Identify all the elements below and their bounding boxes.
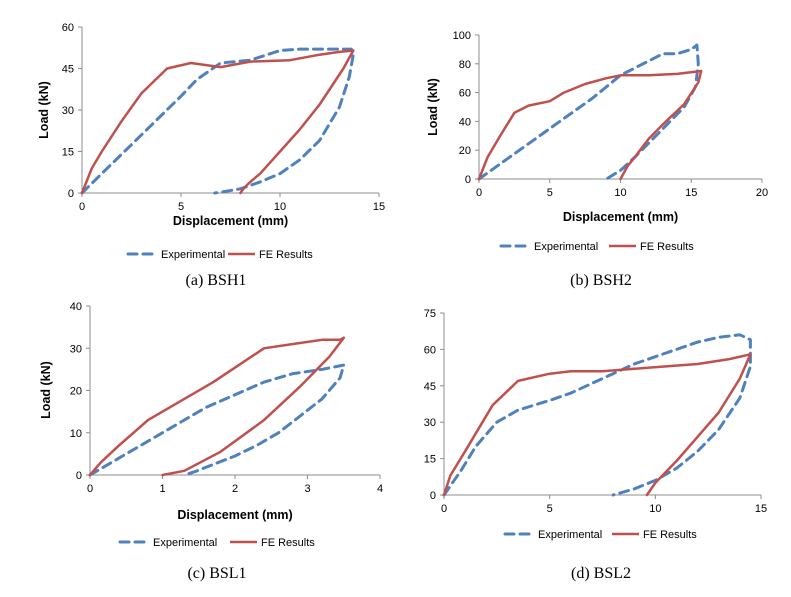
panel-3-x-tick-label: 1 (159, 483, 165, 495)
panel-4-y-tick-label: 0 (430, 490, 436, 502)
panel-1-y-tick-label: 15 (62, 147, 74, 159)
panel-4-x-tick-label: 15 (755, 503, 767, 515)
panel-1-y-tick-label: 60 (62, 22, 74, 34)
panel-1-y-tick-label: 30 (62, 105, 74, 117)
panel-1-series-experimental-line (80, 47, 355, 195)
panel-2-legend-fe-results-label: FE Results (640, 241, 694, 253)
panel-1-x-axis-label: Displacement (mm) (173, 214, 288, 228)
panel-1-x-tick-label: 15 (373, 201, 385, 213)
panel-1-series-fe-results-line (80, 49, 355, 195)
panel-2-series-fe-results-line (477, 69, 703, 181)
panel-3-series-experimental-line (88, 363, 346, 477)
panel-2-y-tick-label: 100 (453, 30, 471, 42)
panel-2-x-axis-label: Displacement (mm) (563, 210, 678, 224)
panel-4-y-tick-label: 45 (424, 381, 436, 393)
panel-4-legend-fe-results-label: FE Results (643, 529, 697, 541)
panel-4-series-experimental-line (442, 333, 752, 497)
panel-3-series-fe-results-line (88, 336, 346, 477)
panel-3-y-tick-label: 30 (70, 343, 82, 355)
panel-2-y-tick-label: 60 (459, 88, 471, 100)
panel-3-x-tick-label: 3 (304, 483, 310, 495)
panel-3-y-tick-label: 20 (70, 386, 82, 398)
panel-4-x-tick-label: 10 (649, 503, 661, 515)
panel-3-y-tick-label: 10 (70, 428, 82, 440)
panel-4-y-tick-label: 60 (424, 344, 436, 356)
panel-1-legend-fe-results-label: FE Results (259, 249, 313, 261)
panel-1-x-tick-label: 5 (178, 201, 184, 213)
panel-4-y-tick-label: 75 (424, 308, 436, 320)
panel-4-x-tick-label: 0 (441, 503, 447, 515)
panel-2-x-tick-label: 10 (614, 187, 626, 199)
panel-3-legend-experimental-label: Experimental (153, 537, 217, 549)
panel-2-caption: (b) BSH2 (570, 272, 632, 289)
panel-2-x-tick-label: 15 (685, 187, 697, 199)
panel-3-x-tick-label: 0 (87, 483, 93, 495)
panel-2-x-tick-label: 5 (547, 187, 553, 199)
panel-4-caption: (d) BSL2 (571, 565, 631, 582)
panel-2-y-tick-label: 0 (465, 174, 471, 186)
panel-1-x-tick-label: 10 (274, 201, 286, 213)
panel-2-legend-experimental-label: Experimental (534, 241, 598, 253)
panel-4-legend-experimental-label: Experimental (538, 529, 602, 541)
panel-4-series-fe-results-line (442, 353, 752, 497)
panel-1-legend-experimental-label: Experimental (161, 249, 225, 261)
panel-3-y-axis-label: Load (kN) (39, 361, 53, 419)
panel-3-x-tick-label: 4 (377, 483, 383, 495)
panel-2-series-experimental-line (477, 43, 700, 181)
panel-4-y-tick-label: 30 (424, 417, 436, 429)
panel-3-caption: (c) BSL1 (187, 565, 246, 582)
panel-4-y-tick-label: 15 (424, 454, 436, 466)
panel-3-y-tick-label: 40 (70, 301, 82, 313)
panel-2-y-tick-label: 40 (459, 116, 471, 128)
panel-1-y-tick-label: 0 (68, 188, 74, 200)
panel-1-x-tick-label: 0 (79, 201, 85, 213)
panel-1-y-axis-label: Load (kN) (37, 81, 51, 139)
panel-3-legend-fe-results-label: FE Results (261, 537, 315, 549)
panel-3-x-axis-label: Displacement (mm) (177, 508, 292, 522)
panel-1-y-tick-label: 45 (62, 64, 74, 76)
panel-2-x-tick-label: 20 (756, 187, 768, 199)
panel-2-y-tick-label: 20 (459, 145, 471, 157)
panel-2-y-tick-label: 80 (459, 59, 471, 71)
panel-2-y-axis-label: Load (kN) (426, 78, 440, 136)
panel-3-y-tick-label: 0 (76, 470, 82, 482)
panel-2-x-tick-label: 0 (476, 187, 482, 199)
panel-3-x-tick-label: 2 (232, 483, 238, 495)
panel-4-x-tick-label: 5 (547, 503, 553, 515)
panel-1-caption: (a) BSH1 (186, 272, 247, 289)
